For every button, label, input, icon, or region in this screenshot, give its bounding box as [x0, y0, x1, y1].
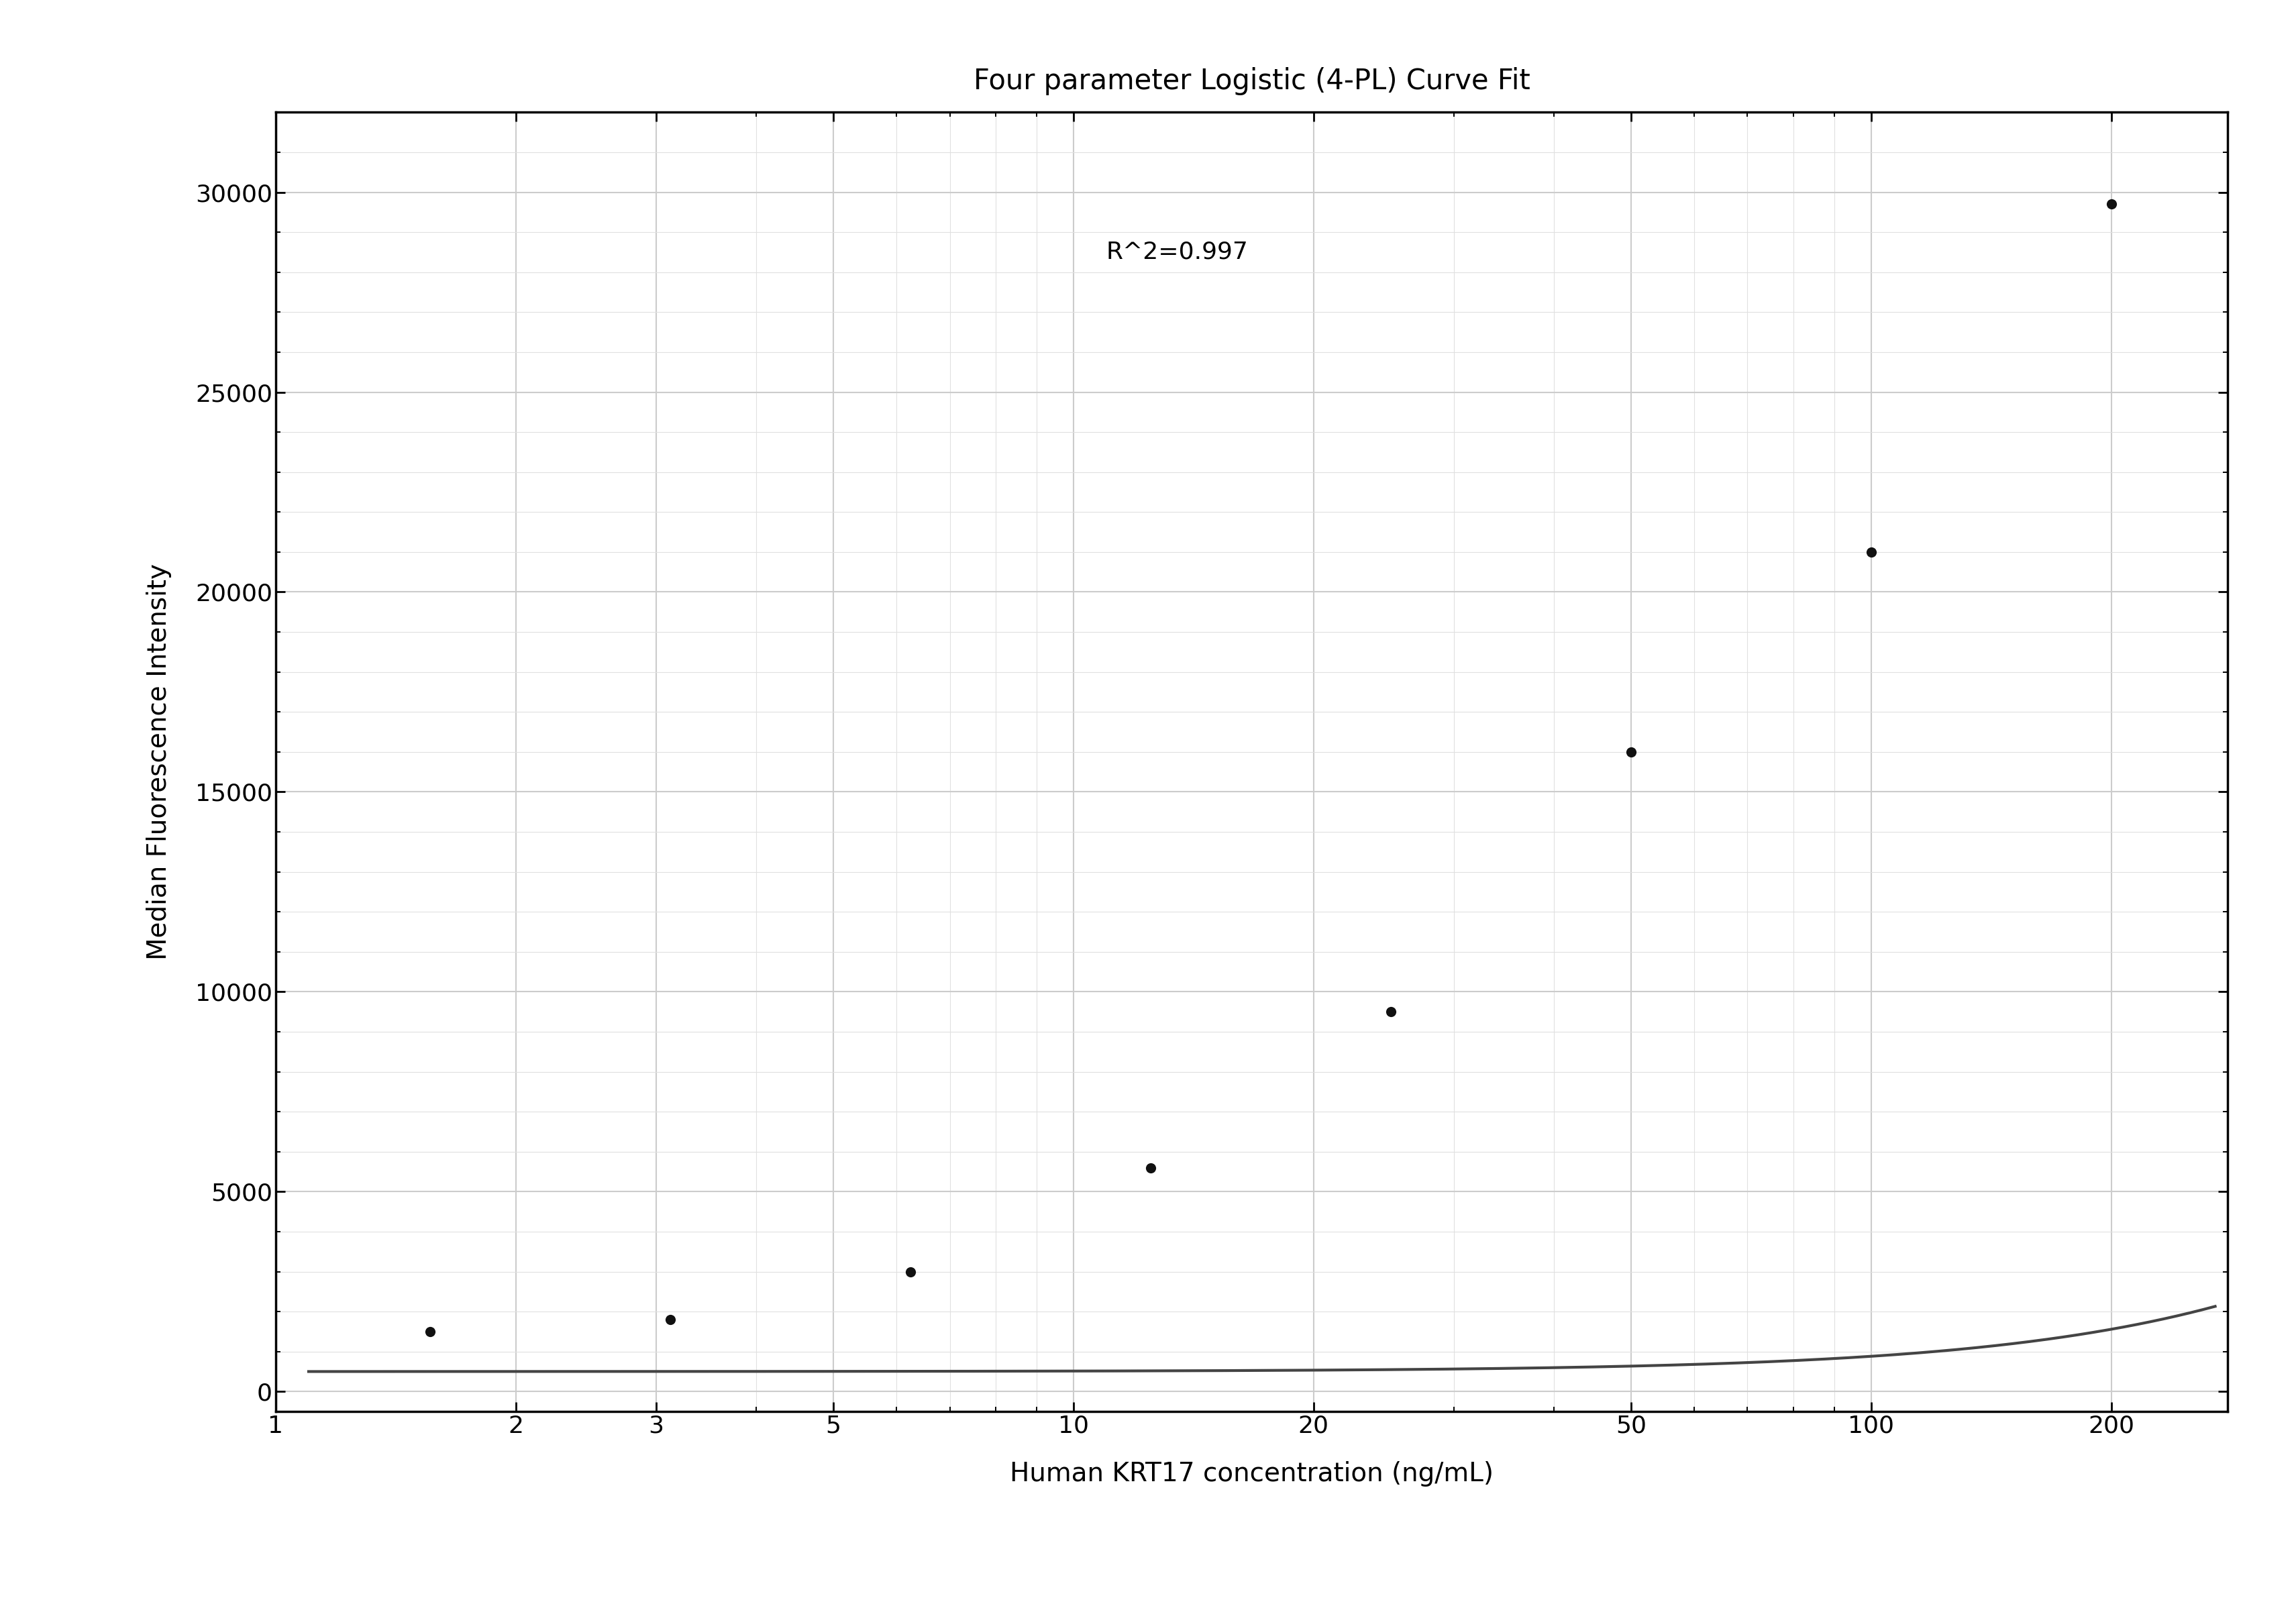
Text: R^2=0.997: R^2=0.997 [1107, 241, 1249, 263]
Point [1612, 739, 1649, 765]
Point [652, 1307, 689, 1333]
Point [411, 1318, 448, 1344]
Point [1132, 1155, 1169, 1181]
Point [891, 1259, 928, 1285]
Point [1373, 999, 1410, 1025]
Point [2092, 191, 2128, 217]
Y-axis label: Median Fluorescence Intensity: Median Fluorescence Intensity [147, 563, 172, 961]
Title: Four parameter Logistic (4-PL) Curve Fit: Four parameter Logistic (4-PL) Curve Fit [974, 67, 1529, 95]
Point [1853, 539, 1890, 565]
X-axis label: Human KRT17 concentration (ng/mL): Human KRT17 concentration (ng/mL) [1010, 1461, 1492, 1487]
